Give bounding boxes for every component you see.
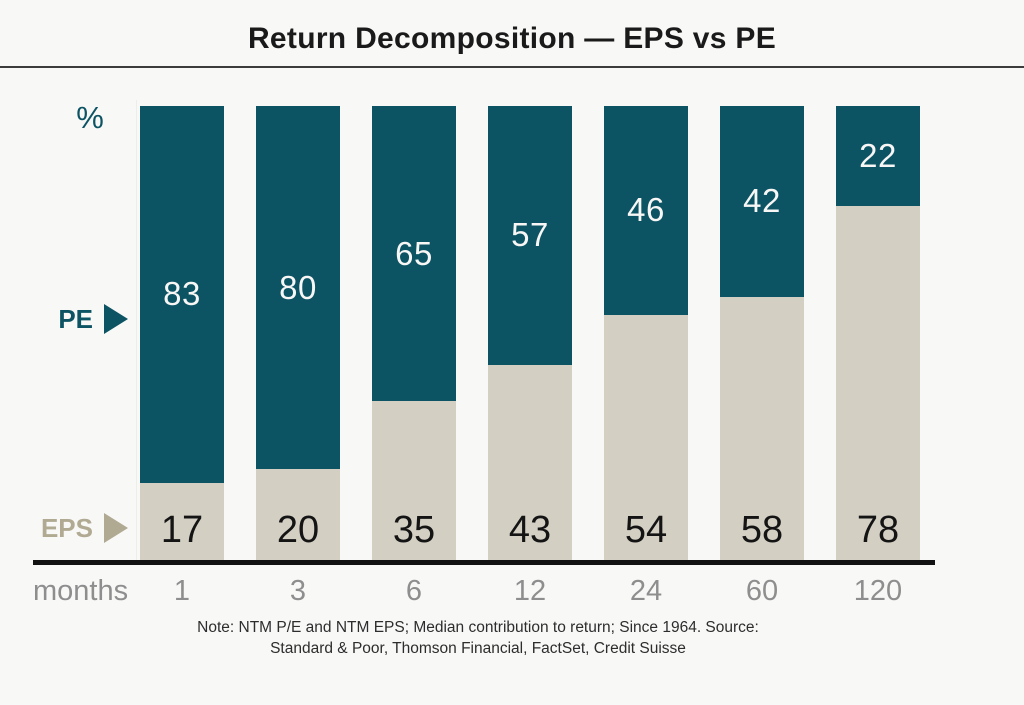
pe-value-label: 80 xyxy=(279,268,317,306)
eps-segment xyxy=(488,364,572,560)
pe-segment: 83 xyxy=(140,106,224,483)
title-divider xyxy=(0,66,1024,68)
pe-value-label: 42 xyxy=(743,182,781,220)
eps-arrow-icon xyxy=(104,513,128,543)
bar-group: 80 20 xyxy=(256,106,340,560)
eps-value-label: 54 xyxy=(624,509,668,551)
bar-group: 83 17 xyxy=(140,106,224,560)
x-axis-label: months xyxy=(33,575,129,607)
x-tick-label: 120 xyxy=(853,575,903,607)
eps-segment xyxy=(372,401,456,560)
pe-legend: PE xyxy=(14,301,128,337)
pe-segment: 57 xyxy=(488,106,572,365)
eps-segment xyxy=(604,314,688,560)
eps-segment xyxy=(720,296,804,560)
pe-segment: 42 xyxy=(720,106,804,297)
x-tick-label: 24 xyxy=(629,575,663,607)
eps-value-label: 17 xyxy=(160,509,204,551)
eps-value-label: 35 xyxy=(392,509,436,551)
x-tick-label: 12 xyxy=(513,575,547,607)
bar-group: 65 35 xyxy=(372,106,456,560)
pe-segment: 65 xyxy=(372,106,456,402)
pe-legend-label: PE xyxy=(58,303,93,334)
footnote-line-2: Standard & Poor, Thomson Financial, Fact… xyxy=(270,640,686,657)
pe-segment: 22 xyxy=(836,106,920,206)
x-axis-baseline xyxy=(33,560,935,565)
bar-group: 57 43 xyxy=(488,106,572,560)
eps-segment xyxy=(140,482,224,560)
x-tick-label: 6 xyxy=(405,575,423,607)
y-axis-line xyxy=(136,100,137,560)
bar-group: 46 54 xyxy=(604,106,688,560)
pe-segment: 46 xyxy=(604,106,688,315)
pe-value-label: 83 xyxy=(163,275,201,313)
eps-legend: EPS xyxy=(14,510,128,546)
pe-segment: 80 xyxy=(256,106,340,470)
x-tick-label: 1 xyxy=(173,575,191,607)
eps-segment xyxy=(256,469,340,560)
eps-value-label: 20 xyxy=(276,509,320,551)
y-axis-unit-label: % xyxy=(76,100,104,135)
eps-value-label: 43 xyxy=(508,509,552,551)
bar-group: 42 58 xyxy=(720,106,804,560)
eps-segment xyxy=(836,205,920,560)
x-tick-label: 3 xyxy=(289,575,307,607)
eps-value-label: 58 xyxy=(740,509,784,551)
chart-title: Return Decomposition — EPS vs PE xyxy=(247,22,777,55)
eps-legend-label: EPS xyxy=(40,512,93,543)
footnote-line-1: Note: NTM P/E and NTM EPS; Median contri… xyxy=(197,619,759,636)
pe-value-label: 46 xyxy=(627,191,665,229)
bars-area: 83 17 80 20 65 35 57 43 46 54 42 58 22 78 xyxy=(0,106,1024,560)
x-tick-label: 60 xyxy=(745,575,779,607)
pe-value-label: 22 xyxy=(859,136,897,174)
pe-value-label: 57 xyxy=(511,216,549,254)
pe-arrow-icon xyxy=(104,304,128,334)
footnote: Note: NTM P/E and NTM EPS; Median contri… xyxy=(0,617,956,659)
x-axis-row: months 1 3 6 12 24 60 120 xyxy=(0,573,1024,609)
bar-group: 22 78 xyxy=(836,106,920,560)
pe-value-label: 65 xyxy=(395,234,433,272)
eps-value-label: 78 xyxy=(856,509,900,551)
